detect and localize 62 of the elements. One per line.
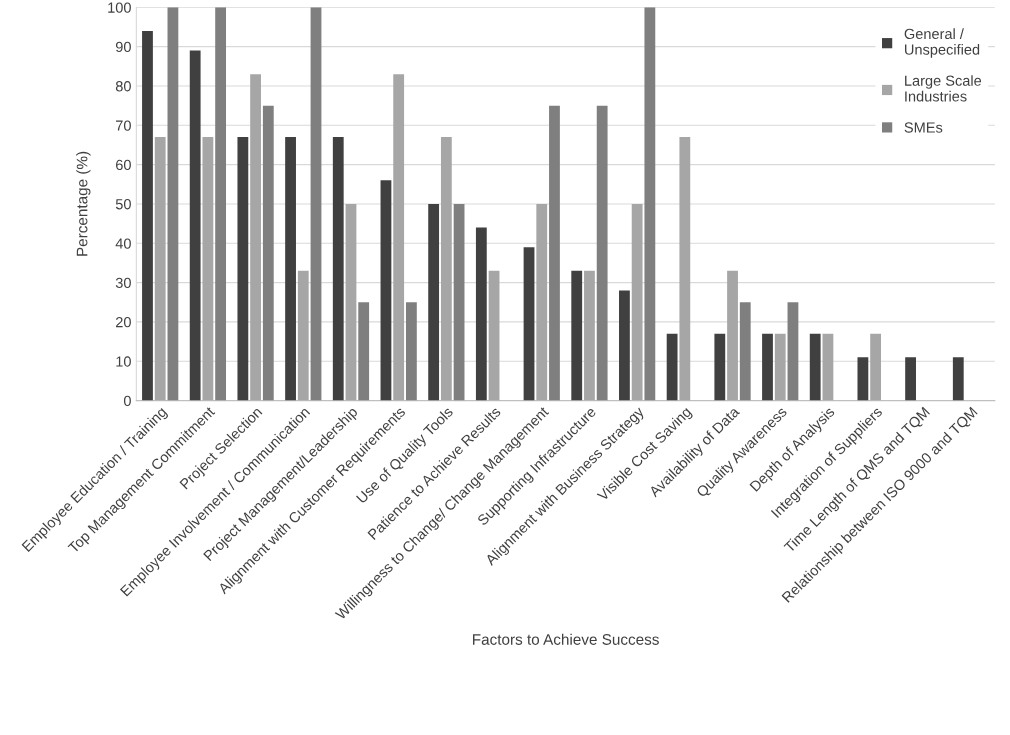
bar: [905, 357, 916, 401]
y-tick-label: 30: [115, 277, 131, 289]
bar: [405, 302, 417, 401]
y-tick-label: 0: [123, 395, 131, 406]
bar: [857, 357, 869, 401]
bar: [393, 74, 405, 401]
bar: [584, 270, 595, 401]
bar: [332, 137, 344, 401]
y-tick-label: 80: [115, 81, 131, 92]
y-axis-title: Percentage (%): [76, 151, 91, 256]
bar: [310, 7, 322, 401]
bar: [154, 137, 166, 401]
legend-label: General / Unspecified: [904, 28, 980, 58]
bar: [262, 105, 274, 401]
y-tick-label: 100: [108, 2, 131, 13]
bar: [596, 105, 608, 401]
bar: [142, 30, 153, 401]
bar: [952, 357, 964, 401]
bar: [536, 203, 548, 401]
bar: [809, 333, 821, 401]
bar: [297, 270, 309, 401]
legend-label: Large Scale Industries: [905, 75, 982, 102]
bar: [774, 333, 786, 401]
bar: [285, 137, 296, 401]
bar: [727, 270, 738, 401]
bar: [167, 7, 179, 401]
y-tick-label: 60: [116, 159, 131, 171]
bar: [189, 50, 201, 401]
x-axis-title: Factors to Achieve Success: [473, 633, 659, 645]
y-tick-label: 20: [116, 317, 131, 328]
y-tick-label: 50: [115, 199, 131, 210]
bar: [475, 227, 487, 401]
legend-label: SMEs: [904, 122, 943, 133]
bar: [870, 333, 882, 401]
y-tick-label: 90: [115, 41, 131, 53]
bar: [666, 333, 678, 401]
bar: [440, 137, 452, 401]
bar: [202, 137, 214, 401]
bar: [549, 105, 560, 401]
bar: [453, 203, 465, 401]
bar: [739, 302, 751, 401]
bar: [488, 270, 500, 401]
bar: [215, 7, 227, 401]
bar: [679, 137, 691, 401]
bar: [571, 270, 583, 401]
bar: [644, 7, 656, 401]
y-tick-label: 10: [116, 356, 131, 367]
bar: [631, 203, 643, 401]
bar: [428, 203, 440, 401]
bar: [714, 333, 726, 401]
bar: [237, 137, 249, 401]
bar: [523, 247, 535, 401]
y-tick-label: 40: [115, 238, 131, 249]
bar: [619, 290, 630, 401]
bar: [822, 333, 834, 401]
y-tick-label: 70: [116, 120, 131, 131]
bar: [787, 302, 799, 401]
bar: [762, 333, 773, 401]
bar: [345, 203, 357, 401]
bar: [380, 180, 392, 401]
bar: [250, 74, 261, 401]
bar: [358, 302, 370, 401]
